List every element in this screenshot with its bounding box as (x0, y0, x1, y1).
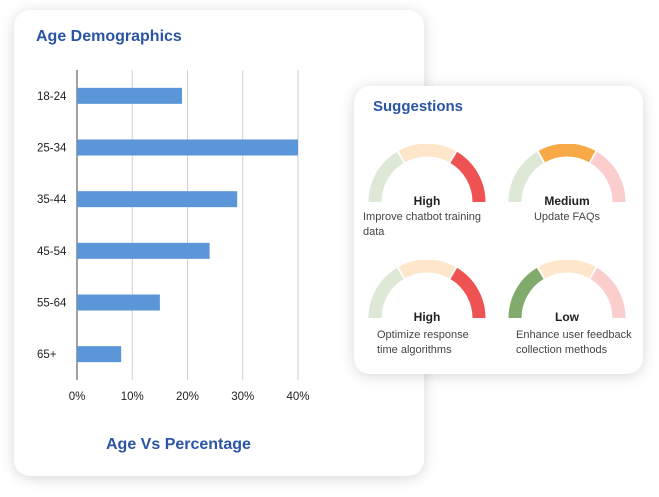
gauge-description: Optimize response time algorithms (377, 329, 469, 356)
bar-25-34 (77, 139, 298, 156)
gauge-dial (508, 144, 626, 203)
gauge-segment (398, 260, 456, 279)
x-axis-title: Age Vs Percentage (106, 436, 251, 453)
x-tick-label: 20% (176, 391, 199, 403)
bar-45-54 (77, 242, 210, 259)
gauge-description: Update FAQs (533, 211, 601, 223)
suggestions-title: Suggestions (373, 98, 464, 115)
gauge-segment (368, 267, 404, 319)
gauge-segment (508, 151, 544, 203)
y-tick-label: 65+ (37, 349, 57, 361)
y-tick-label: 55-64 (37, 298, 67, 310)
gauge-level-label: Medium (544, 194, 590, 208)
gauge-segment (538, 260, 596, 279)
gauge-level-label: High (413, 194, 441, 208)
suggestion-gauge: High Improve chatbot training data (355, 144, 499, 254)
bar-35-44 (77, 191, 238, 208)
x-tick-label: 40% (286, 391, 309, 403)
age-bar-chart: 0% 10% 20% 30% 40% 18-24 25-34 35-44 45-54 55-64 6… (37, 70, 310, 403)
gauge-segment (508, 267, 544, 319)
gauge-segment (538, 144, 596, 163)
bar-18-24 (77, 87, 182, 104)
gauge-dial (368, 260, 486, 319)
bar-55-64 (77, 294, 160, 311)
x-tick-label: 10% (121, 391, 144, 403)
y-tick-label: 25-34 (37, 143, 67, 155)
gauge-segment (450, 267, 486, 319)
y-tick-label: 45-54 (37, 246, 67, 258)
gauge-level-label: High (413, 310, 441, 324)
suggestions-card: Suggestions High Improve chatbot trainin… (354, 86, 643, 374)
bar-65+ (77, 346, 122, 363)
x-tick-label: 30% (231, 391, 254, 403)
suggestion-gauge: High Optimize response time algorithms (355, 260, 499, 370)
x-tick-label: 0% (69, 391, 86, 403)
gauge-segment (368, 151, 404, 203)
gauge-segment (590, 151, 626, 203)
gauge-segment (590, 267, 626, 319)
gauge-segment (450, 151, 486, 203)
y-tick-label: 35-44 (37, 194, 67, 206)
suggestion-gauge: Low Enhance user feedback collection met… (495, 260, 639, 370)
gauge-level-label: Low (555, 310, 579, 324)
y-tick-label: 18-24 (37, 91, 67, 103)
gauge-dial (368, 144, 486, 203)
age-demographics-title: Age Demographics (36, 28, 182, 45)
gauge-dial (508, 260, 626, 319)
gauge-segment (398, 144, 456, 163)
suggestion-gauge: Medium Update FAQs (495, 144, 639, 254)
gauge-description: Enhance user feedback collection methods (516, 329, 632, 356)
gauge-description: Improve chatbot training data (363, 211, 482, 238)
